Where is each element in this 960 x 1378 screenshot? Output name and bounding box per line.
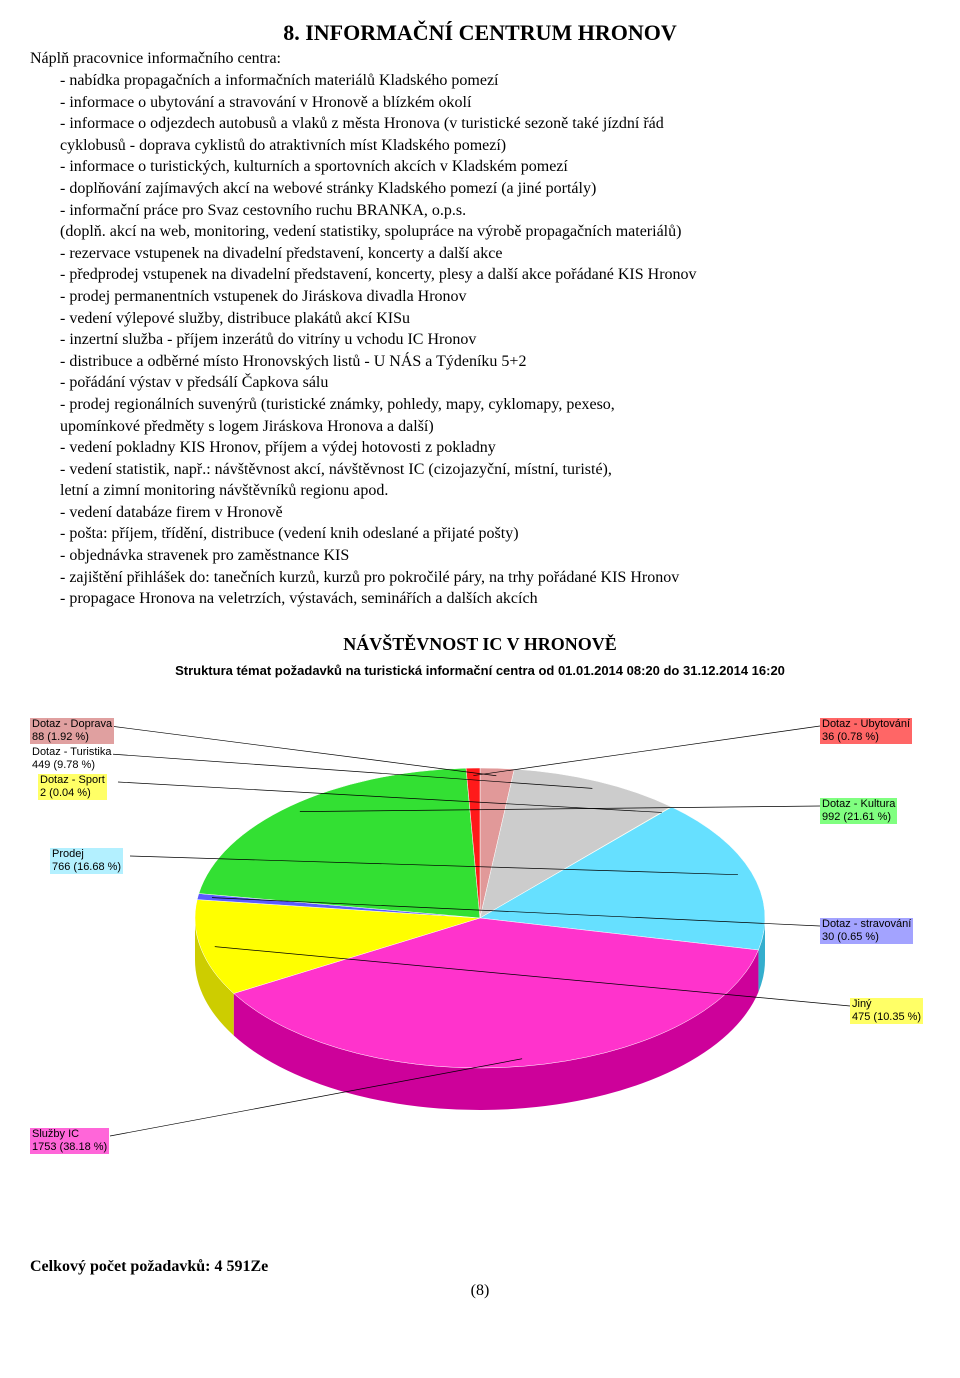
- bullet-line: - vedení databáze firem v Hronově: [60, 502, 930, 524]
- pie-label-jiny: Jiný475 (10.35 %): [850, 998, 923, 1024]
- page-number: (8): [30, 1282, 930, 1300]
- pie-label-ubytovani: Dotaz - Ubytování36 (0.78 %): [820, 718, 912, 744]
- bullet-line: - nabídka propagačních a informačních ma…: [60, 70, 930, 92]
- bullet-line: - zajištění přihlášek do: tanečních kurz…: [60, 567, 930, 589]
- bullet-line: - prodej regionálních suvenýrů (turistic…: [60, 394, 930, 416]
- bullet-line: - informační práce pro Svaz cestovního r…: [60, 200, 930, 222]
- bullet-line: (doplň. akcí na web, monitoring, vedení …: [60, 221, 930, 243]
- footer-total: Celkový počet požadavků: 4 591Ze: [30, 1258, 930, 1276]
- page-title: 8. INFORMAČNÍ CENTRUM HRONOV: [30, 20, 930, 46]
- bullet-line: upomínkové předměty s logem Jiráskova Hr…: [60, 416, 930, 438]
- pie-label-sluzby: Služby IC1753 (38.18 %): [30, 1128, 109, 1154]
- bullet-line: - vedení výlepové služby, distribuce pla…: [60, 308, 930, 330]
- bullet-line: - předprodej vstupenek na divadelní před…: [60, 264, 930, 286]
- bullet-line: - propagace Hronova na veletrzích, výsta…: [60, 588, 930, 610]
- pie-label-stravovani: Dotaz - stravování30 (0.65 %): [820, 918, 913, 944]
- bullet-line: - prodej permanentních vstupenek do Jirá…: [60, 286, 930, 308]
- bullet-line: - informace o ubytování a stravování v H…: [60, 92, 930, 114]
- bullet-line: - pořádání výstav v předsálí Čapkova sál…: [60, 372, 930, 394]
- bullet-line: - distribuce a odběrné místo Hronovských…: [60, 351, 930, 373]
- bullet-list: - nabídka propagačních a informačních ma…: [60, 70, 930, 610]
- pie-label-doprava: Dotaz - Doprava88 (1.92 %): [30, 718, 114, 744]
- bullet-line: - pošta: příjem, třídění, distribuce (ve…: [60, 523, 930, 545]
- bullet-line: - doplňování zajímavých akcí na webové s…: [60, 178, 930, 200]
- bullet-line: - informace o turistických, kulturních a…: [60, 156, 930, 178]
- pie-label-sport: Dotaz - Sport2 (0.04 %): [38, 774, 107, 800]
- bullet-line: - objednávka stravenek pro zaměstnance K…: [60, 545, 930, 567]
- pie-chart: Dotaz - Doprava88 (1.92 %)Dotaz - Turist…: [30, 688, 930, 1158]
- intro-line: Náplň pracovnice informačního centra:: [30, 50, 930, 68]
- bullet-line: - rezervace vstupenek na divadelní předs…: [60, 243, 930, 265]
- bullet-line: - informace o odjezdech autobusů a vlaků…: [60, 113, 930, 135]
- bullet-line: letní a zimní monitoring návštěvníků reg…: [60, 480, 930, 502]
- bullet-line: - inzertní služba - příjem inzerátů do v…: [60, 329, 930, 351]
- pie-label-prodej: Prodej766 (16.68 %): [50, 848, 123, 874]
- pie-slice-kultura: [199, 768, 480, 918]
- chart-title: Struktura témat požadavků na turistická …: [30, 663, 930, 678]
- pie-label-kultura: Dotaz - Kultura992 (21.61 %): [820, 798, 897, 824]
- bullet-line: - vedení pokladny KIS Hronov, příjem a v…: [60, 437, 930, 459]
- section-heading: NÁVŠTĚVNOST IC V HRONOVĚ: [30, 634, 930, 655]
- bullet-line: - vedení statistik, např.: návštěvnost a…: [60, 459, 930, 481]
- pie-label-turistika: Dotaz - Turistika449 (9.78 %): [30, 746, 113, 772]
- pie-svg: [30, 688, 930, 1158]
- bullet-line: cyklobusů - doprava cyklistů do atraktiv…: [60, 135, 930, 157]
